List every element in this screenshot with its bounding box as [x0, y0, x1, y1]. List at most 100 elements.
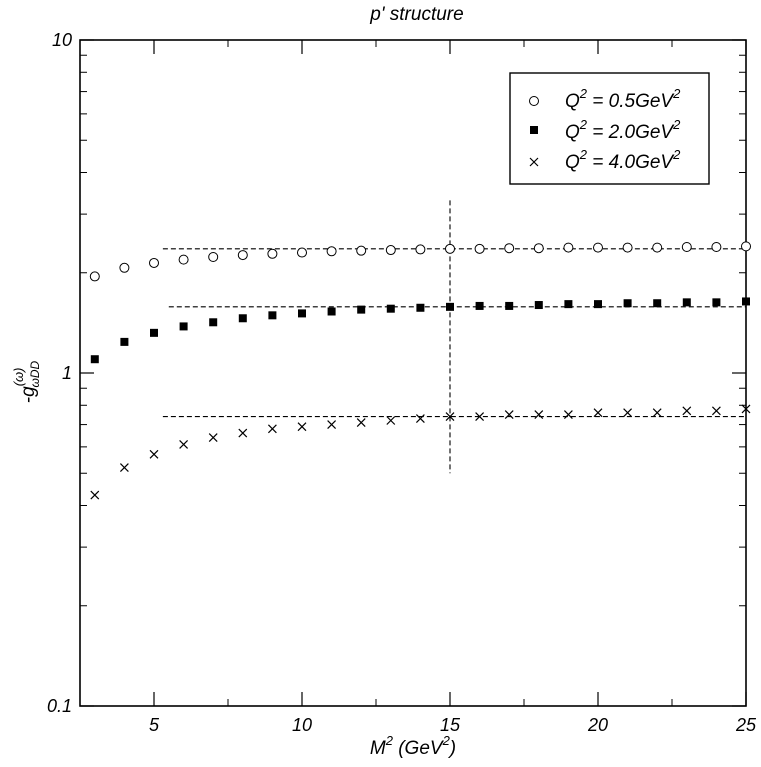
data-point-open-circle — [385, 245, 396, 256]
data-point-filled-square — [120, 337, 129, 346]
data-point-filled-square — [416, 303, 425, 312]
legend: Q2 = 0.5GeV2 Q2 = 2.0GeV2 Q2 = 4.0GeV2 — [509, 72, 710, 185]
data-point-open-circle — [681, 241, 692, 252]
y-axis-label: -g(ω) ωDD — [11, 360, 42, 403]
data-point-filled-square — [90, 355, 99, 364]
data-point-filled-square — [653, 299, 662, 308]
data-point-filled-square — [623, 299, 632, 308]
x-axis-label: M2 (GeV2) — [370, 733, 456, 759]
data-point-cross — [267, 424, 277, 434]
data-point-open-circle — [208, 252, 219, 263]
y-axis-label-sub: ωDD — [28, 360, 42, 387]
data-point-cross — [534, 410, 544, 420]
data-point-filled-square — [209, 318, 218, 327]
data-point-open-circle — [593, 242, 603, 253]
data-point-open-circle — [445, 243, 455, 254]
series-open-circle — [89, 241, 751, 282]
data-point-open-circle — [149, 257, 159, 268]
data-point-filled-square — [505, 301, 514, 310]
y-axis-label-prefix: -g — [18, 386, 39, 403]
data-point-cross — [90, 490, 100, 500]
series-cross — [90, 404, 751, 500]
legend-label-q05: Q2 = 0.5GeV2 — [565, 86, 681, 112]
x-tick-label: 5 — [149, 715, 160, 735]
data-point-cross — [563, 410, 573, 420]
data-point-cross — [652, 408, 662, 418]
legend-marker-cross — [529, 157, 539, 167]
data-point-open-circle — [474, 243, 485, 254]
x-axis-label-base: M — [370, 738, 386, 759]
data-points — [89, 241, 751, 500]
data-point-open-circle — [119, 262, 130, 273]
x-tick-labels: 5 10 15 20 25 — [149, 715, 757, 735]
data-point-open-circle — [563, 242, 574, 253]
data-point-cross — [179, 440, 189, 449]
legend-box — [509, 72, 710, 185]
data-point-open-circle — [356, 245, 367, 256]
data-point-filled-square — [386, 304, 395, 313]
x-tick-label: 10 — [292, 715, 312, 735]
legend-entry-q40: Q2 = 4.0GeV2 — [529, 147, 681, 173]
data-point-filled-square — [712, 298, 721, 307]
data-point-cross — [504, 410, 514, 420]
data-point-filled-square — [150, 328, 158, 337]
legend-label-q20: Q2 = 2.0GeV2 — [565, 117, 681, 143]
x-tick-label: 25 — [735, 715, 757, 735]
data-point-filled-square — [298, 309, 306, 318]
data-point-cross — [593, 408, 603, 418]
data-point-cross — [327, 420, 337, 430]
data-point-filled-square — [742, 297, 750, 306]
data-point-cross — [119, 463, 129, 472]
x-tick-label: 15 — [440, 715, 461, 735]
y-tick-label: 0.1 — [47, 696, 72, 716]
x-axis-label-close: ) — [448, 738, 456, 759]
data-point-cross — [415, 414, 425, 423]
y-tick-label: 1 — [62, 363, 72, 383]
data-point-open-circle — [741, 241, 751, 252]
data-point-open-circle — [237, 250, 248, 261]
data-point-filled-square — [475, 301, 484, 310]
legend-entry-q20: Q2 = 2.0GeV2 — [530, 117, 681, 143]
data-point-open-circle — [178, 254, 189, 265]
data-point-cross — [149, 449, 159, 459]
x-axis-label-unit: (GeV — [393, 738, 445, 759]
data-point-filled-square — [327, 307, 336, 316]
data-point-cross — [356, 418, 366, 427]
data-point-open-circle — [622, 242, 633, 253]
legend-marker-filled-square — [530, 126, 538, 134]
y-tick-label: 10 — [52, 30, 72, 50]
x-tick-label: 20 — [587, 715, 608, 735]
data-point-cross — [623, 408, 633, 418]
legend-entry-q05: Q2 = 0.5GeV2 — [529, 86, 681, 112]
reference-lines — [162, 200, 746, 474]
data-point-cross — [445, 412, 455, 421]
data-point-filled-square — [446, 302, 454, 311]
data-point-cross — [682, 406, 692, 416]
data-point-cross — [386, 416, 396, 425]
data-point-open-circle — [89, 271, 100, 282]
data-point-open-circle — [415, 244, 426, 255]
data-point-open-circle — [504, 243, 515, 254]
data-point-open-circle — [267, 248, 278, 259]
x-axis-label-unit-sup: 2 — [442, 733, 451, 748]
y-tick-labels: 0.1 1 10 — [47, 30, 72, 716]
y-axis-label-sup: (ω) — [11, 367, 26, 386]
data-point-filled-square — [357, 305, 366, 314]
legend-marker-open-circle — [529, 96, 539, 106]
data-point-open-circle — [326, 246, 337, 257]
data-point-cross — [475, 412, 485, 421]
data-point-filled-square — [268, 311, 277, 320]
data-point-cross — [711, 406, 721, 416]
data-point-open-circle — [533, 243, 544, 254]
data-point-cross — [238, 428, 248, 438]
data-point-open-circle — [711, 241, 722, 252]
data-point-filled-square — [594, 300, 602, 309]
data-point-filled-square — [238, 314, 247, 323]
data-point-cross — [297, 422, 307, 432]
legend-label-q40: Q2 = 4.0GeV2 — [565, 147, 681, 173]
series-filled-square — [90, 297, 750, 364]
data-point-open-circle — [652, 242, 663, 253]
data-point-filled-square — [682, 298, 691, 307]
data-point-filled-square — [564, 300, 573, 309]
